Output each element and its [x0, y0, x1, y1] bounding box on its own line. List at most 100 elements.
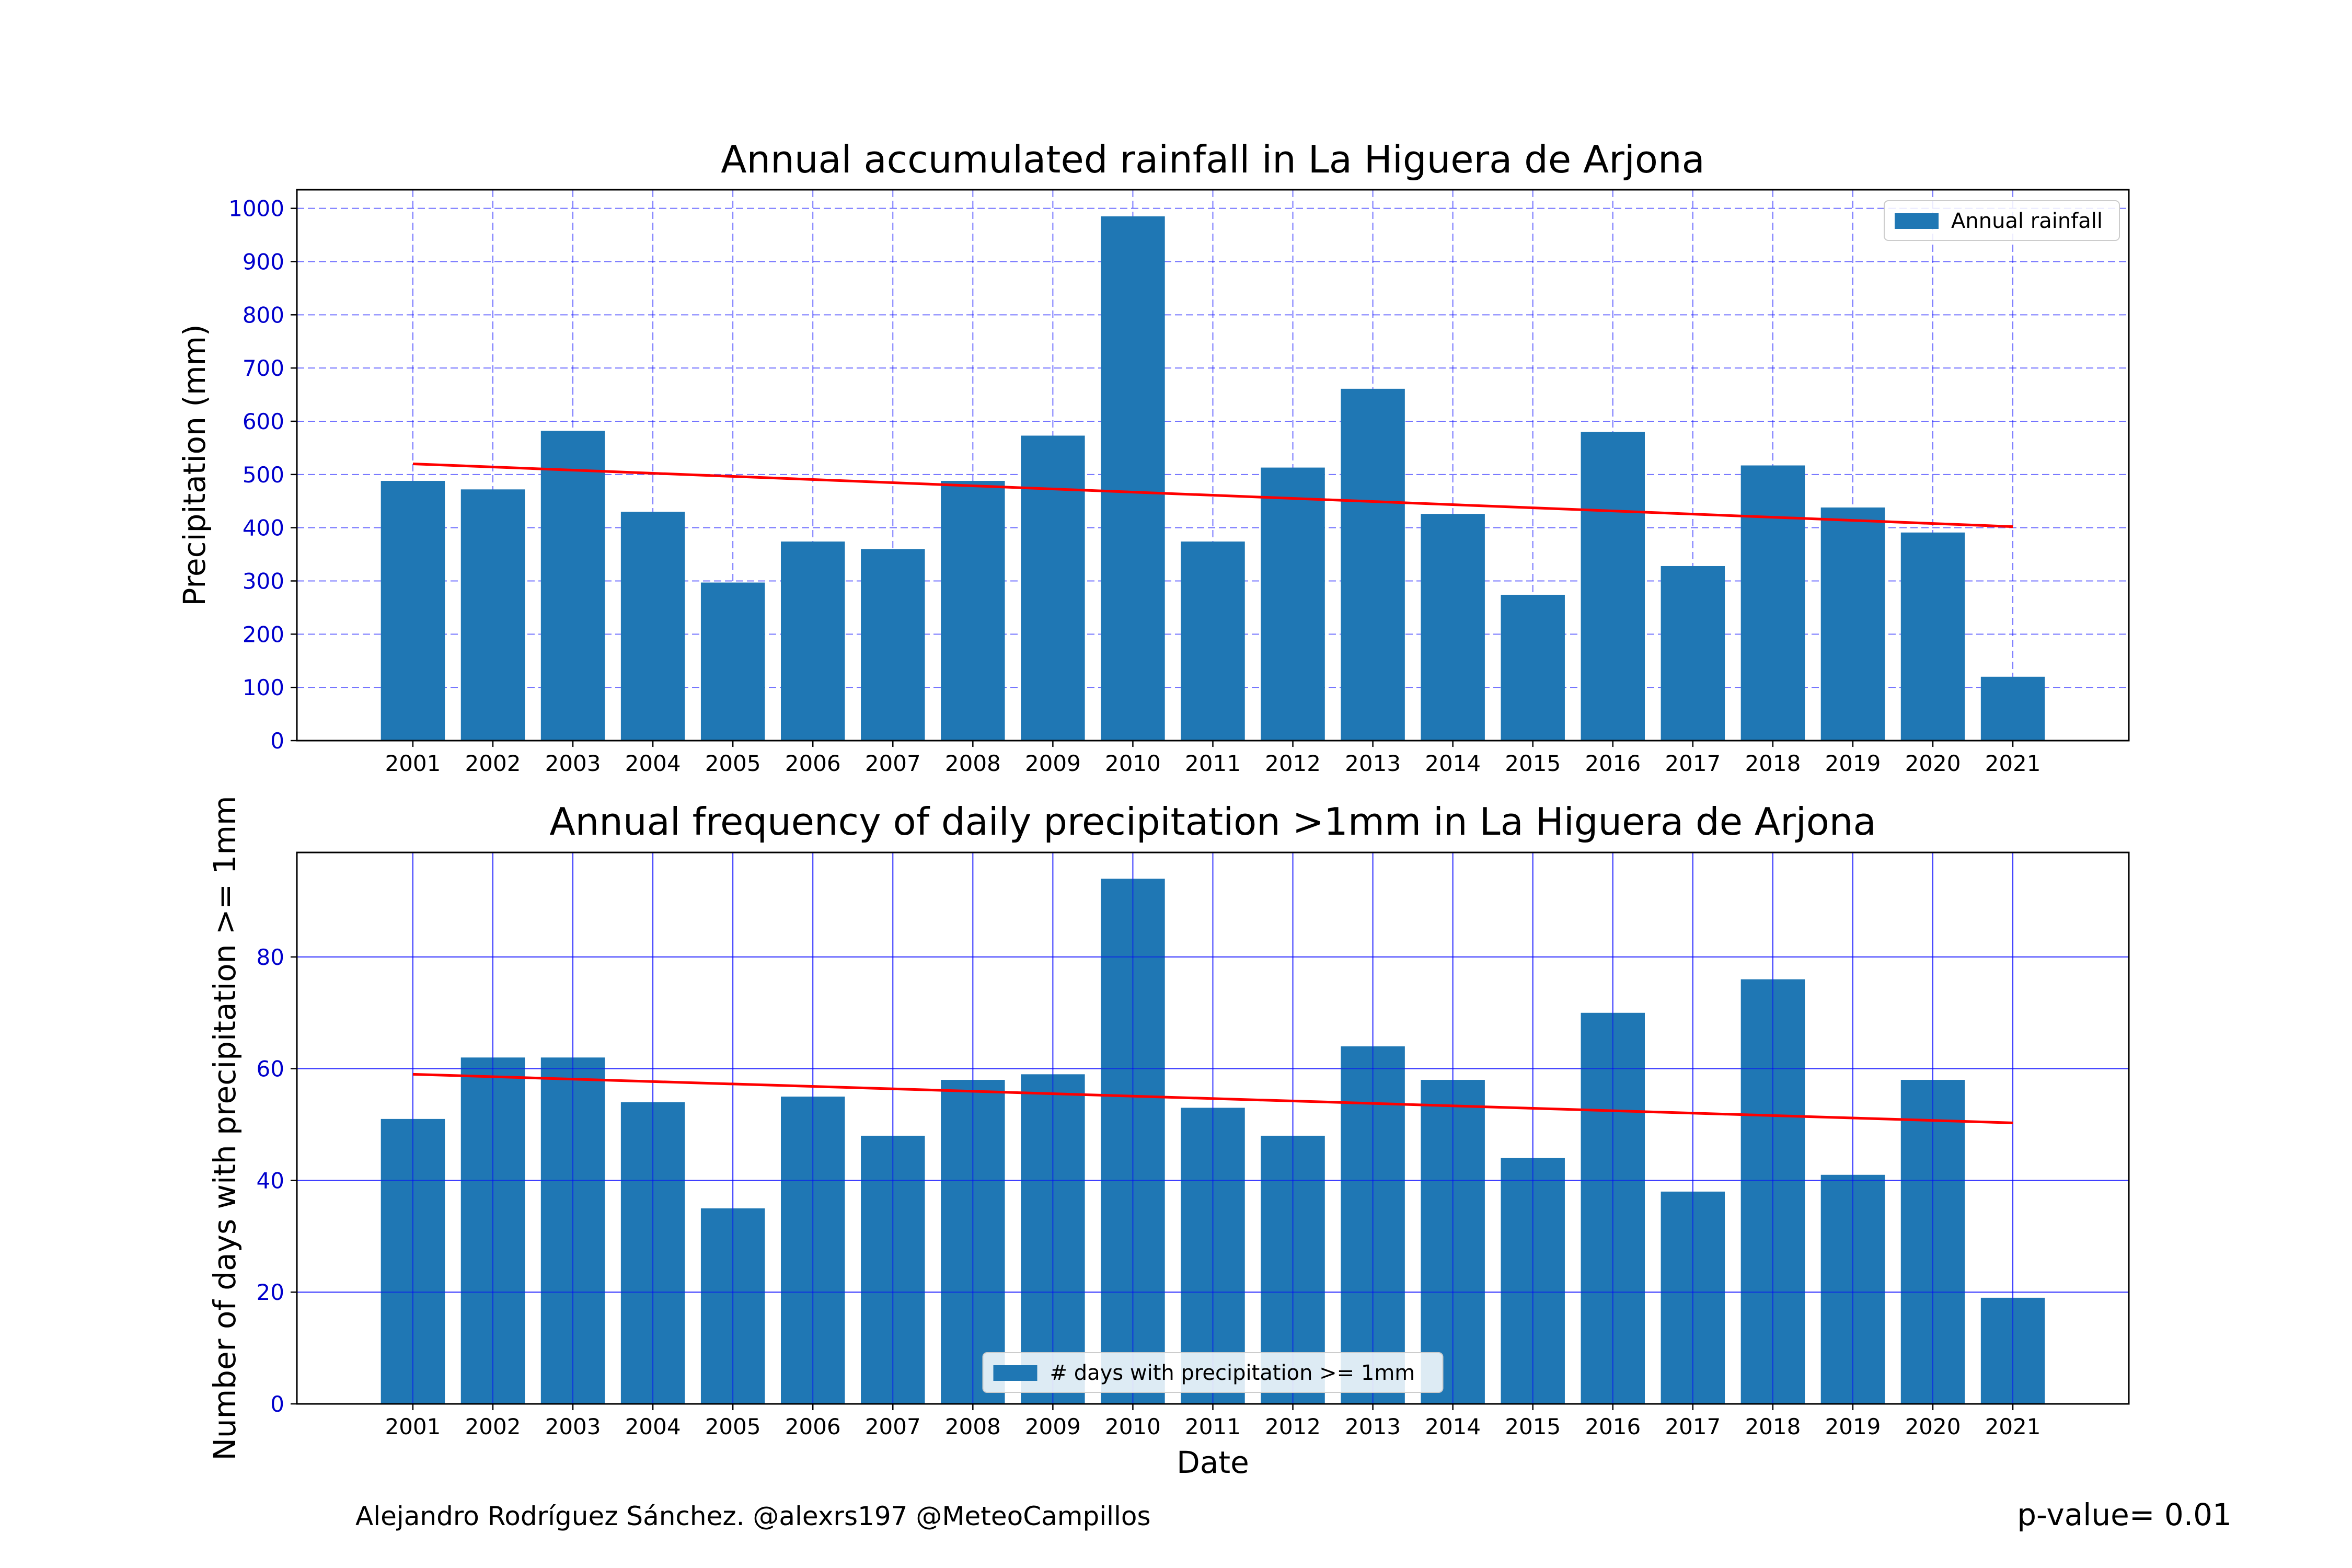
bar-2011 [1181, 541, 1245, 741]
x-tick-label: 2020 [1905, 1414, 1961, 1439]
x-tick-label: 2008 [945, 1414, 1001, 1439]
legend-label: Annual rainfall [1951, 209, 2103, 233]
x-tick-label: 2009 [1025, 1414, 1081, 1439]
bar-2019 [1820, 507, 1885, 741]
x-tick-label: 2004 [625, 1414, 681, 1439]
x-tick-label: 2016 [1585, 1414, 1641, 1439]
x-axis-label: Date [1177, 1445, 1249, 1480]
bar-2017 [1661, 566, 1725, 741]
x-tick-label: 2020 [1905, 751, 1961, 776]
x-tick-label: 2006 [785, 1414, 841, 1439]
bar-2008 [941, 481, 1005, 741]
p-value-text: p-value= 0.01 [2017, 1497, 2232, 1532]
legend-swatch [1895, 213, 1939, 229]
x-tick-label: 2013 [1345, 1414, 1401, 1439]
y-tick-label: 40 [257, 1168, 284, 1193]
legend: Annual rainfall [1884, 200, 2120, 241]
y-tick-label: 600 [243, 409, 284, 434]
chart-title: Annual accumulated rainfall in La Higuer… [721, 137, 1704, 181]
x-tick-label: 2015 [1505, 1414, 1561, 1439]
bar-2018 [1740, 465, 1805, 741]
bar-2012 [1261, 467, 1325, 741]
x-tick-label: 2017 [1665, 751, 1721, 776]
bar-2015 [1501, 594, 1565, 741]
rainfall-chart: Annual accumulated rainfall in La Higuer… [177, 137, 2130, 776]
bar-2006 [780, 541, 845, 741]
y-tick-label: 20 [257, 1279, 284, 1305]
y-tick-label: 60 [257, 1056, 284, 1082]
y-axis-label: Number of days with precipitation >= 1mm [207, 796, 243, 1461]
x-tick-label: 2013 [1345, 751, 1401, 776]
bar-2005 [700, 582, 765, 741]
y-tick-label: 300 [243, 568, 284, 594]
x-tick-label: 2003 [545, 1414, 601, 1439]
legend-box [982, 1352, 1444, 1393]
x-tick-label: 2003 [545, 751, 601, 776]
y-tick-label: 0 [270, 728, 284, 754]
x-tick-label: 2009 [1025, 751, 1081, 776]
bar-2010 [1101, 216, 1165, 741]
y-tick-label: 800 [243, 302, 284, 328]
y-tick-label: 100 [243, 675, 284, 700]
x-tick-label: 2017 [1665, 1414, 1721, 1439]
legend-box [1884, 200, 2120, 241]
x-tick-label: 2012 [1265, 1414, 1321, 1439]
x-tick-label: 2021 [1985, 1414, 2041, 1439]
credit-text: Alejandro Rodríguez Sánchez. @alexrs197 … [355, 1501, 1151, 1531]
legend-swatch [993, 1365, 1037, 1381]
y-tick-label: 500 [243, 462, 284, 488]
x-tick-label: 2019 [1825, 751, 1881, 776]
trend-line [412, 1073, 2013, 1124]
x-tick-label: 2004 [625, 751, 681, 776]
bar-2001 [381, 481, 445, 741]
bar-2016 [1581, 432, 1645, 741]
rain-days-chart: Annual frequency of daily precipitation … [207, 796, 2130, 1480]
x-tick-label: 2012 [1265, 751, 1321, 776]
x-tick-label: 2005 [705, 1414, 761, 1439]
y-tick-label: 80 [257, 944, 284, 970]
x-tick-label: 2011 [1185, 751, 1241, 776]
x-tick-label: 2008 [945, 751, 1001, 776]
bar-2002 [460, 489, 525, 741]
x-tick-label: 2015 [1505, 751, 1561, 776]
chart-title: Annual frequency of daily precipitation … [549, 800, 1876, 844]
y-tick-label: 900 [243, 249, 284, 274]
x-tick-label: 2011 [1185, 1414, 1241, 1439]
x-tick-label: 2010 [1105, 751, 1161, 776]
bar-2021 [1980, 676, 2045, 741]
x-tick-label: 2001 [385, 751, 441, 776]
bar-2007 [861, 549, 925, 741]
y-axis-label: Precipitation (mm) [177, 324, 212, 606]
legend: # days with precipitation >= 1mm [982, 1352, 1444, 1393]
x-tick-label: 2001 [385, 1414, 441, 1439]
x-tick-label: 2018 [1745, 751, 1801, 776]
bar-2009 [1021, 435, 1085, 741]
x-tick-label: 2014 [1425, 1414, 1481, 1439]
grid-lines [297, 190, 2129, 741]
x-tick-label: 2002 [465, 751, 521, 776]
bar-2014 [1421, 514, 1485, 741]
bar-2003 [540, 431, 605, 741]
x-tick-label: 2019 [1825, 1414, 1881, 1439]
x-tick-label: 2002 [465, 1414, 521, 1439]
x-tick-label: 2005 [705, 751, 761, 776]
x-tick-label: 2014 [1425, 751, 1481, 776]
y-tick-label: 700 [243, 355, 284, 381]
x-tick-label: 2010 [1105, 1414, 1161, 1439]
x-tick-label: 2016 [1585, 751, 1641, 776]
y-tick-label: 0 [270, 1391, 284, 1417]
bar-2020 [1900, 532, 1965, 741]
x-tick-label: 2018 [1745, 1414, 1801, 1439]
y-tick-label: 200 [243, 621, 284, 647]
x-tick-label: 2006 [785, 751, 841, 776]
legend-label: # days with precipitation >= 1mm [1050, 1361, 1415, 1385]
x-tick-label: 2007 [865, 751, 921, 776]
x-tick-label: 2007 [865, 1414, 921, 1439]
bar-2013 [1341, 388, 1405, 741]
trend-line [412, 462, 2013, 528]
bar-2004 [620, 512, 685, 741]
y-tick-label: 400 [243, 515, 284, 541]
y-tick-label: 1000 [228, 196, 284, 222]
x-tick-label: 2021 [1985, 751, 2041, 776]
